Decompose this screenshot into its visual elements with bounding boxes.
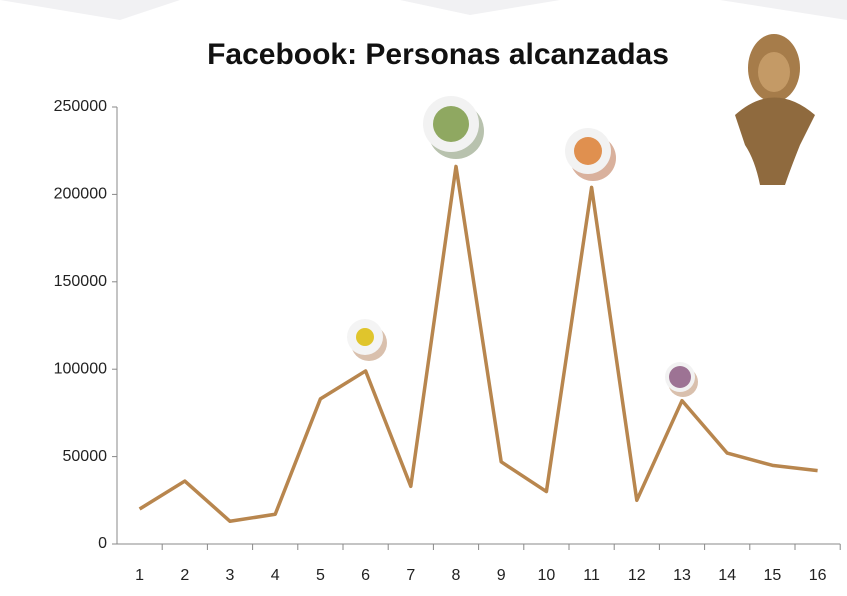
x-tick-label: 6 [361,567,370,584]
y-tick-label: 250000 [54,98,107,115]
bust [735,34,815,185]
x-tick-label: 11 [583,567,600,584]
y-tick-label: 50000 [63,448,108,465]
x-tick-label: 16 [809,567,827,584]
x-tick-label: 8 [452,567,461,584]
line-series [138,164,818,524]
y-tick-label: 0 [98,535,107,552]
x-tick-label: 5 [316,567,325,584]
x-tick-label: 4 [271,567,280,584]
x-tick-label: 10 [538,567,556,584]
x-tick-label: 14 [718,567,736,584]
decor [0,0,847,20]
x-tick-label: 9 [497,567,506,584]
x-tick-label: 7 [406,567,415,584]
x-tick-label: 13 [673,567,691,584]
x-tick-label: 3 [226,567,235,584]
x-tick-label: 1 [135,567,144,584]
chart-title: Facebook: Personas alcanzadas [207,38,669,71]
y-tick-label: 150000 [54,273,107,290]
y-tick-label: 100000 [54,360,107,377]
x-tick-label: 12 [628,567,646,584]
x-tick-label: 2 [180,567,189,584]
y-tick-label: 200000 [54,186,107,203]
decor-circles [347,96,698,397]
x-tick-label: 15 [764,567,782,584]
